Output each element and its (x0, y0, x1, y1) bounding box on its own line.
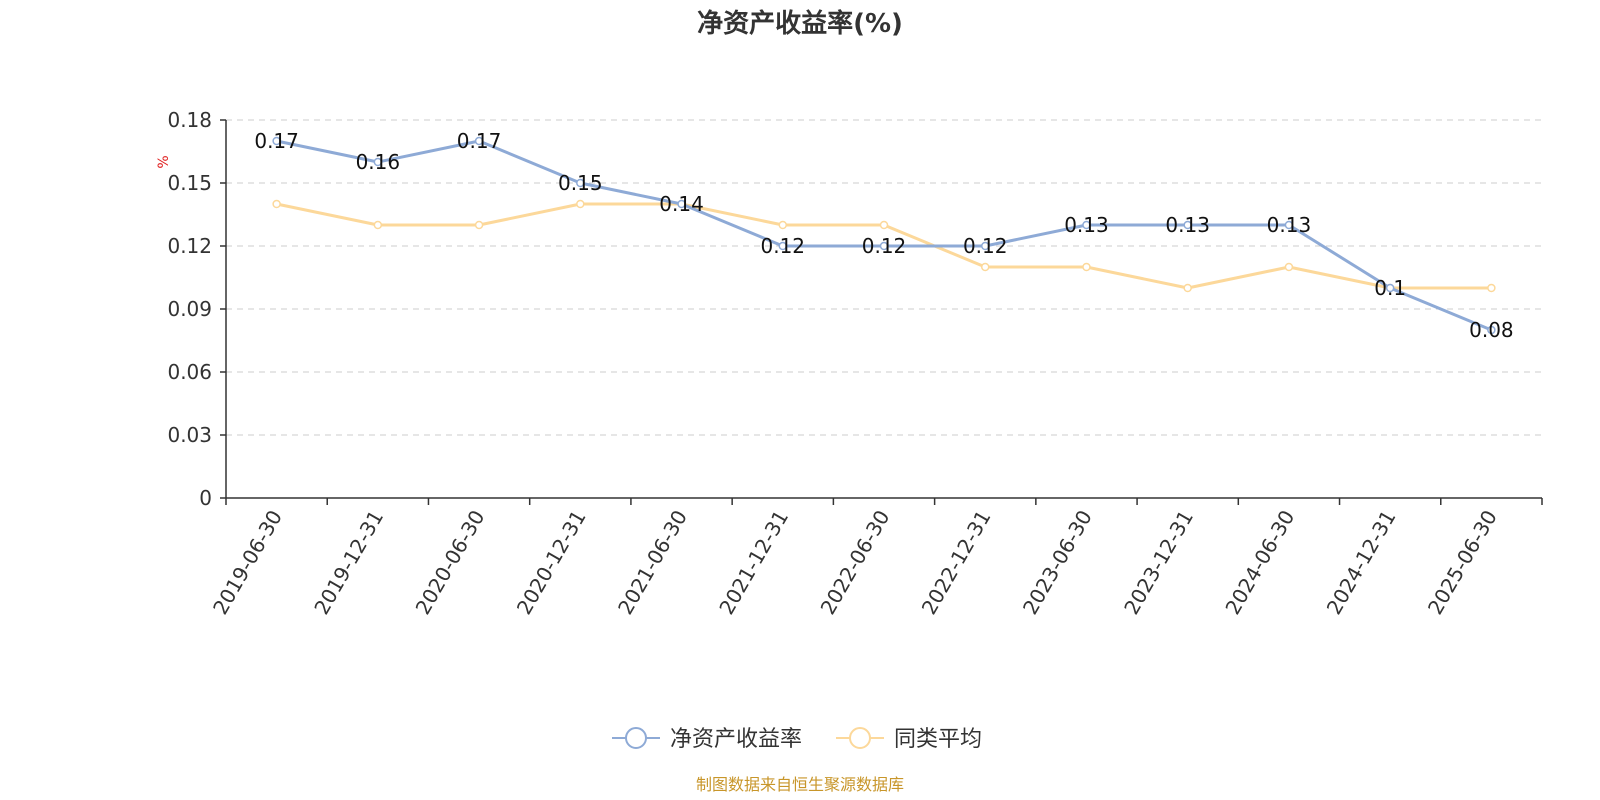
x-tick-label: 2020-12-31 (512, 506, 591, 619)
data-point[interactable] (272, 136, 281, 146)
y-tick-label: 0.15 (167, 171, 212, 195)
data-point[interactable] (1284, 220, 1294, 230)
data-label: 0.13 (1064, 213, 1109, 237)
data-point[interactable] (1385, 283, 1395, 293)
chart-title: 净资产收益率(%) (697, 8, 903, 39)
data-point[interactable] (879, 220, 889, 230)
legend-marker[interactable] (625, 727, 647, 749)
data-label: 0.1 (1374, 276, 1406, 300)
data-point[interactable] (1487, 325, 1496, 335)
data-point[interactable] (1183, 283, 1192, 293)
data-point[interactable] (576, 178, 585, 188)
legend-label[interactable]: 净资产收益率 (670, 727, 802, 752)
data-label: 0.13 (1165, 213, 1210, 237)
data-point[interactable] (1284, 262, 1294, 272)
x-tick-label: 2021-12-31 (714, 506, 793, 619)
data-label: 0.12 (761, 234, 806, 258)
x-tick-label: 2022-06-30 (815, 506, 894, 619)
legend-marker[interactable] (849, 727, 871, 749)
y-tick-label: 0.09 (167, 297, 212, 321)
x-tick-label: 2024-12-31 (1322, 506, 1401, 619)
data-label-layer: 0.17 0.16 0.17 0.15 0.14 0.12 0.12 0.12 0.13 0.13… (254, 129, 1513, 342)
data-point[interactable] (980, 262, 990, 272)
data-label: 0.15 (558, 171, 603, 195)
x-tick-label: 2020-06-30 (411, 506, 490, 619)
legend[interactable]: 净资产收益率 同类平均 (612, 727, 982, 752)
y-tick-label: 0 (199, 486, 212, 510)
data-label: 0.13 (1267, 213, 1312, 237)
data-point[interactable] (1487, 283, 1496, 293)
legend-label[interactable]: 同类平均 (894, 727, 982, 752)
data-label: 0.17 (254, 129, 299, 153)
data-label: 0.14 (659, 192, 704, 216)
data-label: 0.17 (457, 129, 502, 153)
x-tick-label: 2025-06-30 (1423, 506, 1502, 619)
x-tick-label: 2023-06-30 (1018, 506, 1097, 619)
data-label: 0.12 (963, 234, 1008, 258)
series-layer (272, 136, 1496, 335)
x-tick-label: 2024-06-30 (1220, 506, 1299, 619)
data-point[interactable] (1183, 220, 1192, 230)
data-point[interactable] (272, 199, 281, 209)
data-point[interactable] (1082, 262, 1091, 272)
x-tick-label: 2022-12-31 (917, 506, 996, 619)
y-tick-label: 0.18 (167, 108, 212, 132)
data-label: 0.08 (1469, 318, 1514, 342)
data-point[interactable] (373, 157, 383, 167)
data-point[interactable] (778, 220, 788, 230)
data-point[interactable] (474, 220, 484, 230)
data-point[interactable] (879, 241, 889, 251)
y-unit-label: % (156, 155, 172, 168)
data-point[interactable] (677, 199, 686, 209)
data-point[interactable] (373, 220, 383, 230)
y-tick-label: 0.03 (167, 423, 212, 447)
x-tick-label: 2019-12-31 (309, 506, 388, 619)
y-tick-label: 0.12 (167, 234, 212, 258)
x-tick-label: 2023-12-31 (1119, 506, 1198, 619)
x-tick-label: 2021-06-30 (613, 506, 692, 619)
y-tick-label: 0.06 (167, 360, 212, 384)
source-note: 制图数据来自恒生聚源数据库 (696, 775, 904, 794)
data-point[interactable] (778, 241, 788, 251)
data-point[interactable] (1082, 220, 1091, 230)
data-label: 0.12 (862, 234, 907, 258)
data-label: 0.16 (356, 150, 401, 174)
data-point[interactable] (576, 199, 585, 209)
x-tick-label: 2019-06-30 (208, 506, 287, 619)
axis-layer: 0 0.03 0.06 0.09 0.12 0.15 0.18 2019-06-30 2019-… (167, 108, 1543, 619)
data-point[interactable] (980, 241, 990, 251)
data-point[interactable] (474, 136, 484, 146)
